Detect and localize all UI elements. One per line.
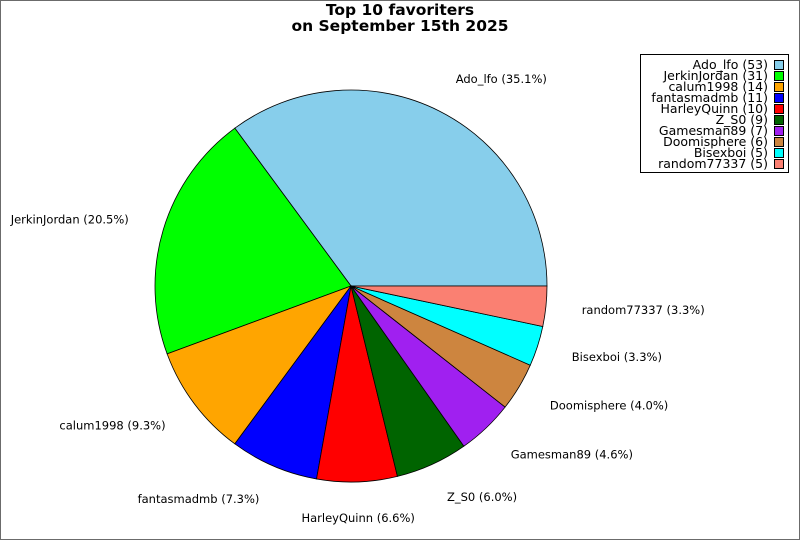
slice-label-calum1998: calum1998 (9.3%) [59, 419, 165, 433]
legend-swatch [774, 81, 784, 92]
chart-title-line-2: on September 15th 2025 [291, 17, 509, 35]
slice-label-fantasmadmb: fantasmadmb (7.3%) [138, 492, 260, 506]
legend-swatch [774, 147, 784, 158]
legend-label: Ado_lfo (53) [692, 57, 768, 72]
legend-label: JerkinJordan (31) [663, 68, 768, 83]
legend-swatch [774, 125, 784, 136]
legend-label: Gamesman89 (7) [658, 123, 768, 138]
legend-label: fantasmadmb (11) [651, 90, 768, 105]
pie-slice-random77337 [350, 285, 548, 327]
slice-label-doomisphere: Doomisphere (4.0%) [550, 399, 668, 413]
legend-swatch [774, 59, 784, 70]
legend-item: Ado_lfo (53) [641, 57, 784, 72]
pie-slice-calum1998 [166, 285, 353, 445]
legend-label: Z_S0 (9) [715, 112, 768, 127]
slice-label-bisexboi: Bisexboi (3.3%) [572, 350, 662, 364]
legend-label: HarleyQuinn (10) [660, 101, 768, 116]
slice-label-ado-lfo: Ado_lfo (35.1%) [456, 72, 547, 86]
pie-slice-ado-lfo [234, 89, 548, 287]
legend-label: Doomisphere (6) [663, 134, 768, 149]
legend-swatch [774, 158, 784, 169]
slice-label-random77337: random77337 (3.3%) [582, 303, 705, 317]
chart-title: Top 10 favoriters on September 15th 2025 [1, 2, 799, 34]
legend-item: Doomisphere (6) [641, 134, 784, 149]
pie-slice-jerkinjordan [154, 127, 352, 355]
legend-item: HarleyQuinn (10) [641, 101, 784, 116]
legend-item: fantasmadmb (11) [641, 90, 784, 105]
legend-swatch [774, 92, 784, 103]
legend-swatch [774, 136, 784, 147]
legend-item: JerkinJordan (31) [641, 68, 784, 83]
legend-item: random77337 (5) [641, 156, 784, 171]
legend-label: random77337 (5) [658, 156, 768, 171]
slice-label-z-s0: Z_S0 (6.0%) [447, 490, 517, 504]
slice-label-jerkinjordan: JerkinJordan (20.5%) [10, 212, 129, 226]
legend-label: calum1998 (14) [668, 79, 768, 94]
slice-label-harleyquinn: HarleyQuinn (6.6%) [301, 511, 414, 525]
legend-item: Gamesman89 (7) [641, 123, 784, 138]
legend-swatch [774, 114, 784, 125]
legend: Ado_lfo (53) JerkinJordan (31) calum1998 (… [640, 54, 789, 173]
legend-swatch [774, 103, 784, 114]
legend-label: Bisexboi (5) [693, 145, 768, 160]
chart-title-line-1: Top 10 favoriters [325, 1, 475, 19]
slice-label-gamesman89: Gamesman89 (4.6%) [511, 447, 633, 461]
legend-swatch [774, 70, 784, 81]
legend-item: Bisexboi (5) [641, 145, 784, 160]
legend-item: calum1998 (14) [641, 79, 784, 94]
legend-item: Z_S0 (9) [641, 112, 784, 127]
